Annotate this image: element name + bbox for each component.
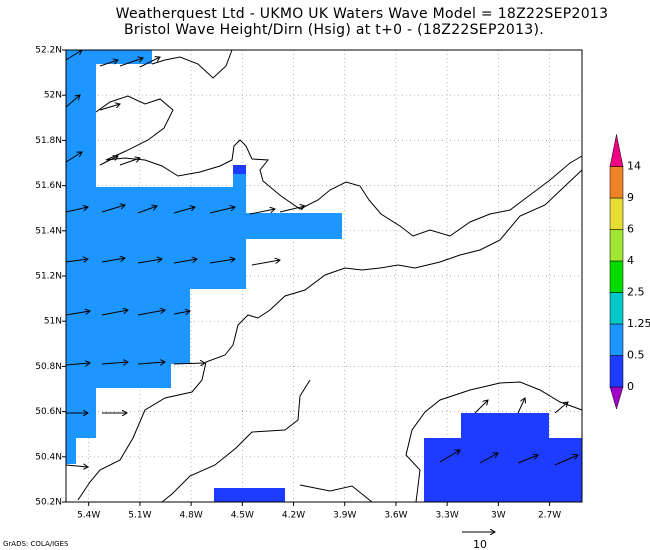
wave-arrow [101,310,128,316]
wave-arrow [251,260,280,266]
wave-arrow [139,57,160,68]
axes: 5.4W 5.1W 4.8W 4.5W 4.2W 3.9W 3.6W 3.3W 3W 2.7W 50… [35,46,561,521]
y-tick-label: 51.2N [35,272,62,282]
y-tick-label: 51.4N [35,226,62,236]
wave-region [424,413,582,502]
wave-arrow [119,58,143,67]
x-tick-label: 3W [491,511,506,521]
wave-arrow [209,259,235,264]
y-tick-label: 50.2N [35,498,62,508]
colorbar-box [609,260,624,293]
wave-arrow [65,95,80,108]
colorbar-label: 4 [627,254,634,267]
wave-arrow [99,60,118,67]
colorbar-label: 2.5 [627,286,645,299]
credit: GrADS: COLA/IGES [3,540,69,548]
wave-arrow [474,400,488,414]
colorbar-box [609,197,624,230]
wave-direction-arrows [65,50,578,467]
wave-arrow [65,465,88,467]
chart-subtitle: Bristol Wave Height/Dirn (Hsig) at t+0 -… [124,22,544,38]
x-tick-label: 3.9W [333,511,356,521]
x-tick-label: 4.8W [180,511,203,521]
wave-arrow [99,156,118,166]
x-tick-label: 4.2W [282,511,305,521]
wave-region [66,50,342,464]
colorbar-box [609,323,624,356]
y-tick-label: 51N [44,317,62,327]
x-tick-label: 2.7W [538,511,561,521]
colorbar-box [609,229,624,262]
wave-region [214,488,285,502]
wave-arrow [249,209,275,215]
wave-arrow [517,455,538,464]
wave-arrow [65,50,82,61]
colorbar-label: 6 [627,223,634,236]
coastline [77,49,583,503]
wave-arrow [554,402,568,414]
chart-title: Weatherquest Ltd - UKMO UK Waters Wave M… [116,6,609,22]
wave-arrow [65,259,88,262]
colorbar-box [609,292,624,325]
colorbar-label: 1.25 [627,317,650,330]
colorbar-triangle [609,386,624,410]
y-tick-label: 50.6N [35,407,62,417]
wave-arrow [137,206,157,214]
colorbar-box [609,355,624,388]
wave-arrow [65,152,82,163]
wave-arrow [517,398,525,414]
colorbar-label: 9 [627,191,634,204]
wave-arrow [137,362,165,364]
wave-arrow [554,455,578,466]
wave-arrow [173,207,195,214]
y-tick-label: 52.2N [35,46,62,56]
wave-arrow [101,205,125,213]
wave-arrow [279,206,305,213]
colorbar-label: 0.5 [627,349,645,362]
wave-arrow [65,363,90,365]
wave-arrow [101,362,128,364]
wave-region [233,165,246,174]
wave-arrow [479,453,498,464]
colorbar-box [609,166,624,199]
wave-arrow [119,158,140,166]
wave-arrow [439,450,460,463]
x-tick-label: 3.3W [436,511,459,521]
wave-arrow [173,311,190,314]
y-tick-label: 51.8N [35,136,62,146]
wave-arrow [99,104,120,111]
wave-arrow [137,310,165,316]
x-tick-label: 4.5W [231,511,254,521]
wave-arrow [65,311,90,316]
y-tick-label: 51.6N [35,181,62,191]
wave-arrow [209,207,235,214]
y-tick-label: 50.4N [35,452,62,462]
colorbar-label: 0 [627,380,634,393]
colorbar-triangle [609,134,624,167]
x-tick-label: 3.6W [384,511,407,521]
x-tick-label: 5.1W [128,511,151,521]
wave-arrow [137,259,162,264]
colorbar-label: 14 [627,160,641,173]
vector-scale-label: 10 [473,538,487,550]
wave-arrow [101,258,125,263]
colorbar: 0 0.5 1.25 2.5 4 6 9 14 [609,134,650,410]
wave-arrow [173,259,197,264]
wave-arrow [65,207,88,213]
y-tick-label: 52N [44,91,62,101]
x-tick-label: 5.4W [77,511,100,521]
wave-arrow [173,363,205,364]
y-tick-label: 50.8N [35,362,62,372]
